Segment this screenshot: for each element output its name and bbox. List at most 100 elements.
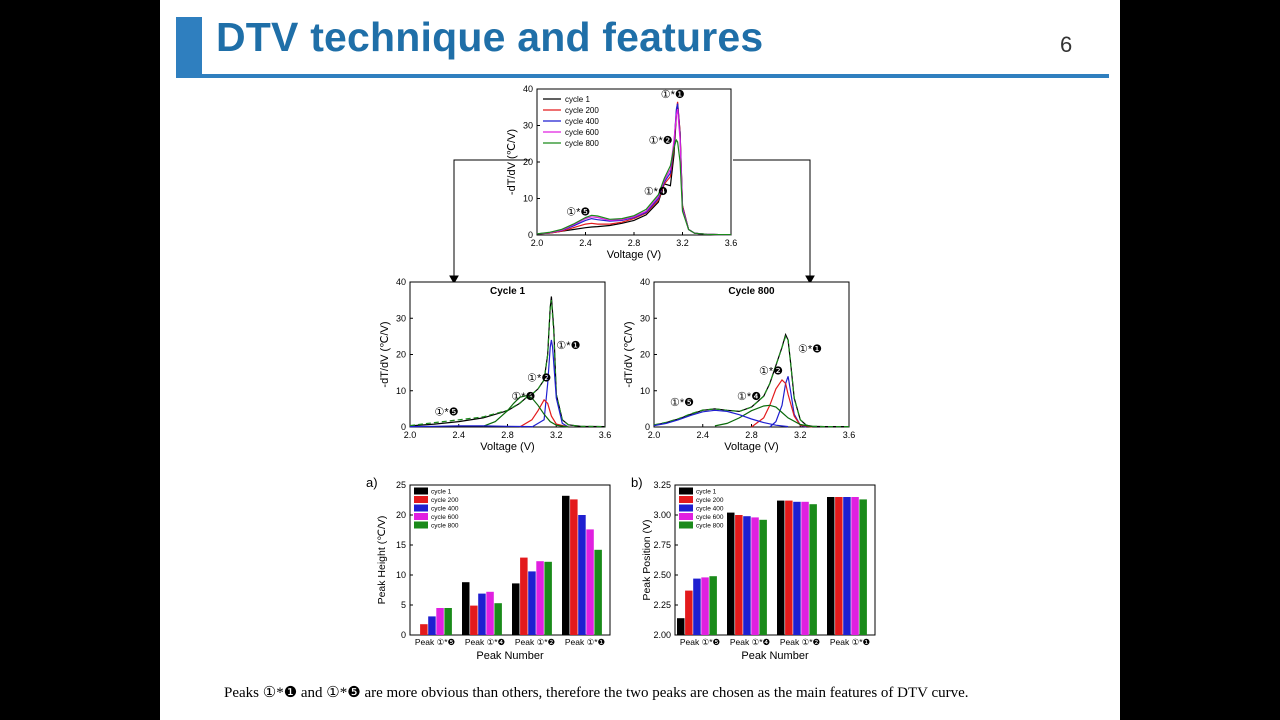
legend-swatch bbox=[414, 513, 428, 520]
x-tick-label: 2.8 bbox=[745, 430, 758, 440]
x-tick-label: 3.6 bbox=[599, 430, 612, 440]
peak-annotation: ①*❺ bbox=[670, 397, 694, 409]
legend-entry: cycle 1 bbox=[565, 95, 590, 104]
title-accent-bar bbox=[176, 17, 202, 76]
peak-annotation: ①*❶ bbox=[661, 89, 685, 101]
y-tick-label: 5 bbox=[401, 600, 406, 610]
y-axis-label: Peak Position (V) bbox=[641, 519, 653, 600]
y-tick-label: 20 bbox=[523, 157, 533, 167]
x-tick-label: 3.2 bbox=[794, 430, 807, 440]
arrow-right bbox=[733, 159, 811, 278]
y-tick-label: 2.25 bbox=[653, 600, 671, 610]
bar bbox=[743, 516, 751, 635]
x-axis-label: Peak Number bbox=[476, 650, 544, 662]
y-tick-label: 15 bbox=[396, 540, 406, 550]
x-category-label: Peak ①*❹ bbox=[730, 637, 771, 647]
bar bbox=[835, 497, 843, 635]
legend-swatch bbox=[414, 487, 428, 495]
x-category-label: Peak ①*❶ bbox=[565, 637, 606, 647]
peak-annotation: ①*❷ bbox=[759, 365, 783, 377]
y-tick-label: 40 bbox=[396, 277, 406, 287]
legend-entry: cycle 600 bbox=[696, 514, 724, 521]
bar bbox=[777, 500, 785, 635]
figure: 2.0 2.4 2.8 3.2 3.6 0 10 20 30 40 Voltage (V) -dT/d… bbox=[366, 84, 876, 662]
peak-annotation: ①*❹ bbox=[511, 391, 535, 403]
y-tick-label: 40 bbox=[640, 277, 650, 287]
peak-annotation: ①*❺ bbox=[435, 406, 459, 418]
chart-peak-height: 0 5 10 15 20 25 Peak ①*❺ Peak ①*❹ Peak ①*❷ Peak ①… bbox=[366, 475, 611, 662]
bar bbox=[809, 504, 817, 635]
legend-entry: cycle 800 bbox=[565, 139, 599, 148]
x-tick-label: 2.4 bbox=[452, 430, 465, 440]
legend-swatch bbox=[679, 496, 693, 503]
y-tick-label: 10 bbox=[640, 386, 650, 396]
bar bbox=[859, 499, 867, 635]
y-tick-label: 20 bbox=[396, 350, 406, 360]
bar bbox=[586, 529, 594, 635]
bar bbox=[677, 618, 685, 635]
legend-entry: cycle 200 bbox=[565, 106, 599, 115]
connector-arrows bbox=[449, 159, 815, 285]
x-axis-label: Voltage (V) bbox=[724, 441, 778, 453]
bar bbox=[536, 561, 544, 635]
peak-annotation: ①*❷ bbox=[527, 373, 551, 385]
x-tick-label: 2.0 bbox=[648, 430, 661, 440]
y-tick-label: 3.25 bbox=[653, 480, 671, 490]
legend-swatch bbox=[679, 504, 693, 512]
series-line-peak-4 bbox=[714, 404, 813, 428]
plot-frame bbox=[653, 281, 850, 428]
bar bbox=[685, 590, 693, 635]
series-line-fit bbox=[653, 335, 849, 428]
plot-frame bbox=[536, 88, 732, 236]
page-number: 6 bbox=[1060, 32, 1073, 57]
x-axis-label: Voltage (V) bbox=[607, 249, 661, 261]
series-line-peak-5 bbox=[653, 409, 789, 428]
x-category-label: Peak ①*❺ bbox=[415, 637, 456, 647]
y-axis-label: -dT/dV (℃/V) bbox=[506, 129, 518, 195]
legend-entry: cycle 400 bbox=[431, 506, 459, 513]
chart-peak-position: 2.00 2.25 2.50 2.75 3.00 3.25 Peak ①*❺ Peak ①*❹… bbox=[631, 475, 876, 662]
bar bbox=[594, 549, 602, 635]
bar bbox=[562, 495, 570, 635]
legend-swatch bbox=[414, 521, 428, 529]
x-tick-label: 3.2 bbox=[676, 238, 689, 248]
y-tick-label: 0 bbox=[645, 422, 650, 432]
bar bbox=[759, 519, 767, 635]
peak-annotation: ①*❹ bbox=[644, 186, 668, 198]
chart-cycle1: 2.0 2.4 2.8 3.2 3.6 0 10 20 30 40 Voltage (V) -dT/d… bbox=[379, 277, 611, 453]
series-line-peak-4 bbox=[482, 395, 569, 428]
slide: DTV technique and features 6 2.0 2.4 2.8 3.… bbox=[160, 0, 1120, 720]
legend-entry: cycle 400 bbox=[565, 117, 599, 126]
chart-cycle800: 2.0 2.4 2.8 3.2 3.6 0 10 20 30 40 Voltage (V) -dT/d… bbox=[623, 277, 855, 453]
y-tick-label: 30 bbox=[523, 121, 533, 131]
y-tick-label: 10 bbox=[523, 194, 533, 204]
x-axis-label: Peak Number bbox=[741, 650, 809, 662]
y-axis-label: Peak Height (℃/V) bbox=[376, 516, 388, 605]
y-tick-label: 25 bbox=[396, 480, 406, 490]
bar bbox=[462, 582, 470, 635]
series-line-fit bbox=[409, 300, 606, 428]
x-category-label: Peak ①*❷ bbox=[515, 637, 556, 647]
x-tick-label: 2.0 bbox=[531, 238, 544, 248]
legend-entry: cycle 1 bbox=[696, 489, 717, 496]
x-category-label: Peak ①*❺ bbox=[680, 637, 721, 647]
x-tick-label: 3.6 bbox=[725, 238, 738, 248]
legend-entry: cycle 200 bbox=[431, 497, 459, 504]
bar bbox=[735, 515, 743, 635]
x-axis-label: Voltage (V) bbox=[480, 441, 534, 453]
bar bbox=[428, 616, 436, 635]
legend-swatch bbox=[679, 513, 693, 520]
slide-title: DTV technique and features bbox=[216, 14, 764, 60]
x-category-label: Peak ①*❷ bbox=[780, 637, 821, 647]
arrow-left-head bbox=[449, 275, 459, 285]
bar bbox=[701, 577, 709, 635]
bar bbox=[420, 624, 428, 635]
bar bbox=[478, 593, 486, 635]
y-tick-label: 2.50 bbox=[653, 570, 671, 580]
series-line-peak-2 bbox=[751, 378, 813, 428]
x-category-label: Peak ①*❹ bbox=[465, 637, 506, 647]
bar bbox=[444, 608, 452, 635]
title-underline bbox=[176, 74, 1109, 78]
chart-title: Cycle 800 bbox=[728, 286, 775, 297]
x-tick-label: 2.4 bbox=[696, 430, 709, 440]
